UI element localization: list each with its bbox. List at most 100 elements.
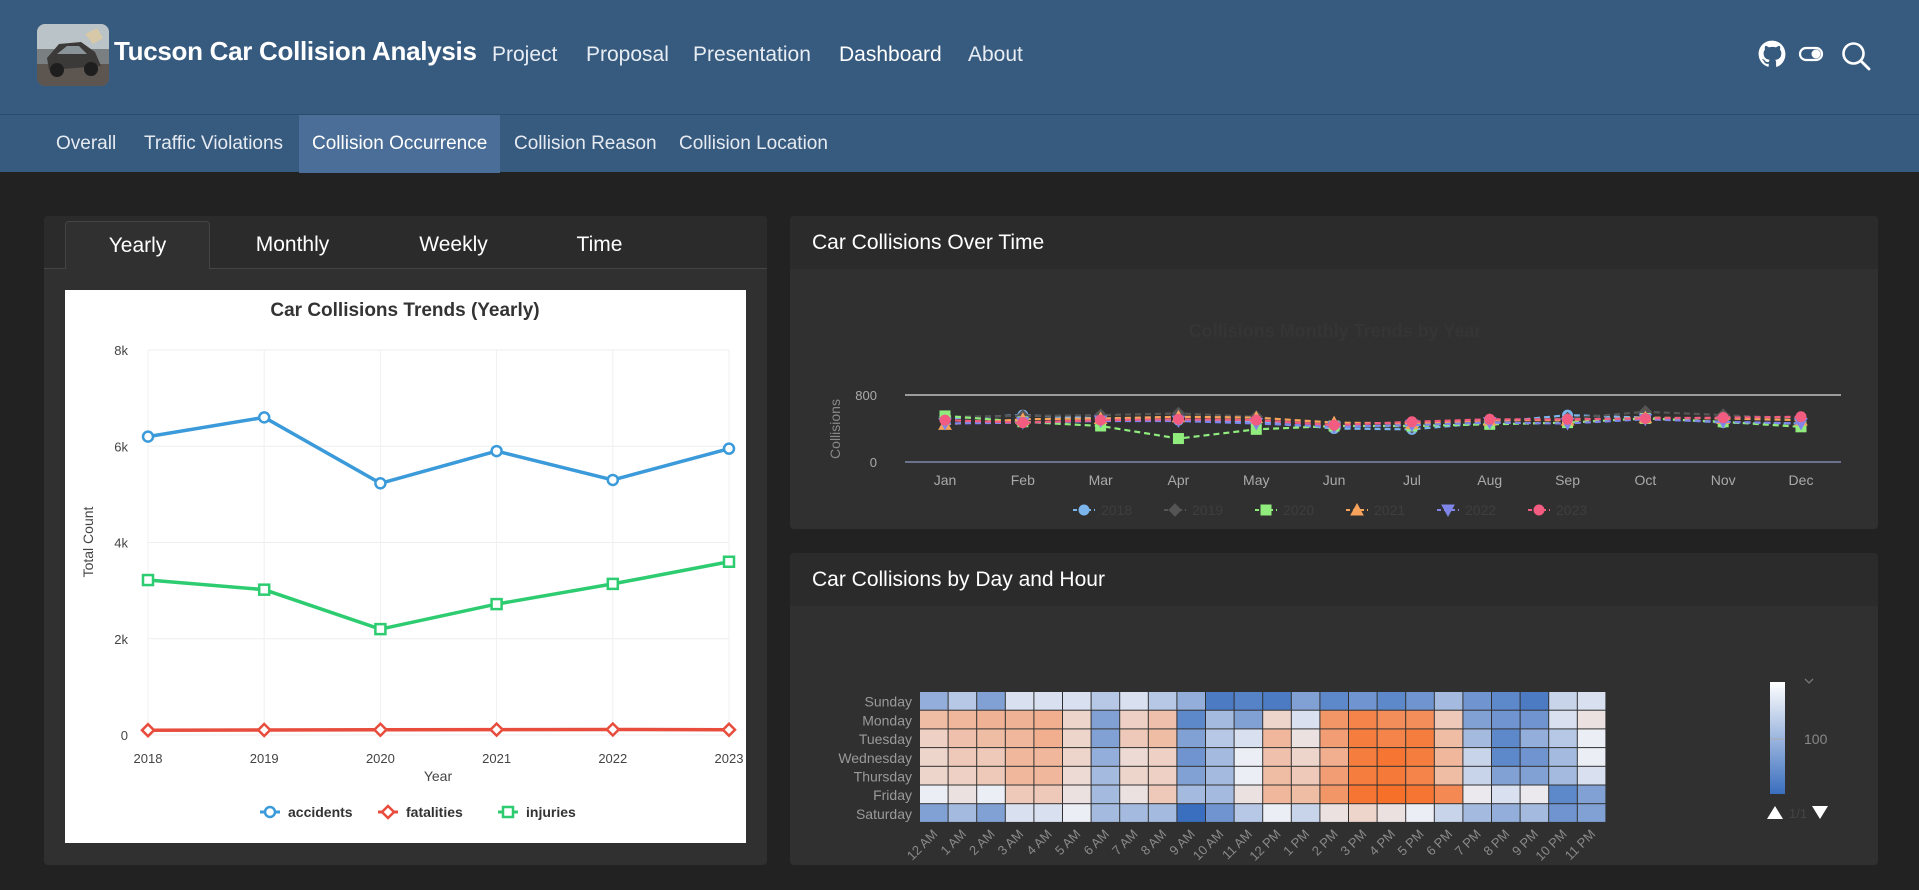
tab-weekly[interactable]: Weekly	[419, 233, 488, 256]
row-label: Thursday	[854, 769, 912, 785]
heatmap-cell	[1206, 729, 1234, 748]
row-label: Tuesday	[859, 731, 912, 747]
heatmap-cell	[1549, 748, 1577, 766]
column-label: 12 AM	[904, 826, 941, 863]
page-counter: 1/1	[1789, 806, 1807, 821]
heatmap-cell	[977, 710, 1005, 729]
subtab-collision-occurrence[interactable]: Collision Occurrence	[299, 115, 501, 173]
heatmap-cell	[1492, 766, 1520, 785]
heatmap-cell	[1406, 748, 1434, 766]
heatmap-cell	[1005, 748, 1034, 766]
heatmap-cell	[1120, 804, 1148, 822]
legend-marker-2021	[1350, 502, 1364, 516]
github-icon[interactable]	[1758, 40, 1788, 70]
heatmap-cell	[1434, 766, 1463, 785]
day-hour-heatmap: Sunday Monday Tuesday Wednesday Thursday Frid…	[838, 678, 1828, 864]
nav-about[interactable]: About	[968, 43, 1023, 66]
nav-project[interactable]: Project	[492, 43, 558, 66]
heatmap-cell	[1091, 804, 1120, 822]
heatmap-cell	[1320, 710, 1348, 729]
heatmap-cell	[1063, 804, 1091, 822]
heatmap-cell	[1463, 710, 1491, 729]
top-navbar: Tucson Car Collision Analysis Project Pr…	[0, 0, 1919, 114]
data-point-2023	[1250, 414, 1262, 426]
tab-time[interactable]: Time	[576, 233, 623, 256]
column-label: 1 AM	[937, 826, 969, 858]
subtab-overall[interactable]: Overall	[56, 133, 117, 154]
heatmap-cell	[1177, 766, 1205, 785]
data-point-fatalities	[721, 721, 737, 738]
heatmap-cell	[1291, 748, 1320, 766]
column-label: 6 AM	[1080, 826, 1112, 858]
colorbar-caret-icon	[1804, 678, 1814, 684]
subtab-collision-reason[interactable]: Collision Reason	[514, 133, 657, 154]
legend-marker-fatalities	[380, 804, 396, 820]
heatmap-cell	[1377, 710, 1406, 729]
heatmap-cell	[1320, 804, 1348, 822]
heatmap-cell	[1520, 729, 1549, 748]
y-tick-label: 6k	[114, 439, 128, 454]
heatmap-cell	[1005, 804, 1034, 822]
heatmap-cell	[1263, 748, 1291, 766]
site-title[interactable]: Tucson Car Collision Analysis	[114, 36, 477, 66]
heatmap-cell	[1406, 766, 1434, 785]
heatmap-cell	[1377, 748, 1406, 766]
subtab-traffic-violations[interactable]: Traffic Violations	[144, 133, 284, 154]
heatmap-cell	[1291, 804, 1320, 822]
heatmap-cell	[1206, 748, 1234, 766]
nav-proposal[interactable]: Proposal	[586, 43, 669, 66]
heatmap-cell	[1492, 729, 1520, 748]
heatmap-cell	[1206, 692, 1234, 710]
page-up-arrow-icon	[1767, 806, 1783, 819]
tab-yearly[interactable]: Yearly	[65, 221, 210, 269]
legend-marker-2022	[1441, 504, 1455, 518]
legend-marker-2018	[1078, 504, 1090, 516]
heatmap-cell	[1520, 692, 1549, 710]
heatmap-cell	[1349, 785, 1377, 804]
x-tick-label: 2020	[366, 751, 395, 766]
y-tick-label: 2k	[114, 632, 128, 647]
subtab-collision-location[interactable]: Collision Location	[679, 133, 828, 154]
column-label: 4 PM	[1366, 826, 1398, 858]
chart-title: Car Collisions Trends (Yearly)	[270, 300, 539, 321]
tab-monthly[interactable]: Monthly	[255, 233, 330, 256]
column-label: 3 PM	[1337, 826, 1369, 858]
heatmap-cell	[1234, 785, 1263, 804]
brand-logo[interactable]	[37, 24, 109, 86]
heatmap-cell	[920, 748, 948, 766]
yearly-line-chart: Car Collisions Trends (Yearly) 0 2k 4k 6k 8k 2…	[80, 300, 743, 820]
heatmap-cell	[1063, 766, 1091, 785]
heatmap-cell	[1291, 710, 1320, 729]
heatmap-cell	[920, 766, 948, 785]
heatmap-cell	[1377, 804, 1406, 822]
search-icon[interactable]	[1840, 40, 1871, 71]
theme-toggle-icon[interactable]	[1797, 40, 1827, 70]
legend-marker-injuries	[501, 805, 515, 819]
heatmap-cell	[1091, 785, 1120, 804]
nav-dashboard[interactable]: Dashboard	[839, 43, 942, 66]
heatmap-cell	[1063, 729, 1091, 748]
heatmap-cell	[1234, 766, 1263, 785]
heatmap-cell	[1005, 785, 1034, 804]
column-label: 3 AM	[995, 826, 1027, 858]
heatmap-cell	[1263, 785, 1291, 804]
legend-marker-2019	[1168, 503, 1182, 517]
x-tick-label: Aug	[1477, 472, 1502, 488]
nav-presentation[interactable]: Presentation	[693, 43, 811, 66]
data-point-fatalities	[372, 721, 389, 738]
series-line-2023	[944, 415, 1802, 427]
data-point-accidents	[490, 444, 503, 458]
data-point-2023	[1717, 412, 1729, 424]
heatmap-cell	[1148, 692, 1177, 710]
heatmap-cell	[1263, 710, 1291, 729]
day-hour-heatmap-card: Car Collisions by Day and Hour Sunday Mon…	[790, 553, 1878, 865]
heatmap-cell	[1349, 748, 1377, 766]
legend-label-accidents: accidents	[288, 804, 353, 820]
heatmap-cell	[1434, 804, 1463, 822]
data-point-fatalities	[256, 722, 272, 738]
heatmap-cell	[1520, 766, 1549, 785]
x-tick-label: 2019	[250, 751, 279, 766]
heatmap-cell	[920, 785, 948, 804]
heatmap-cell	[920, 804, 948, 822]
heatmap-cell	[1291, 692, 1320, 710]
